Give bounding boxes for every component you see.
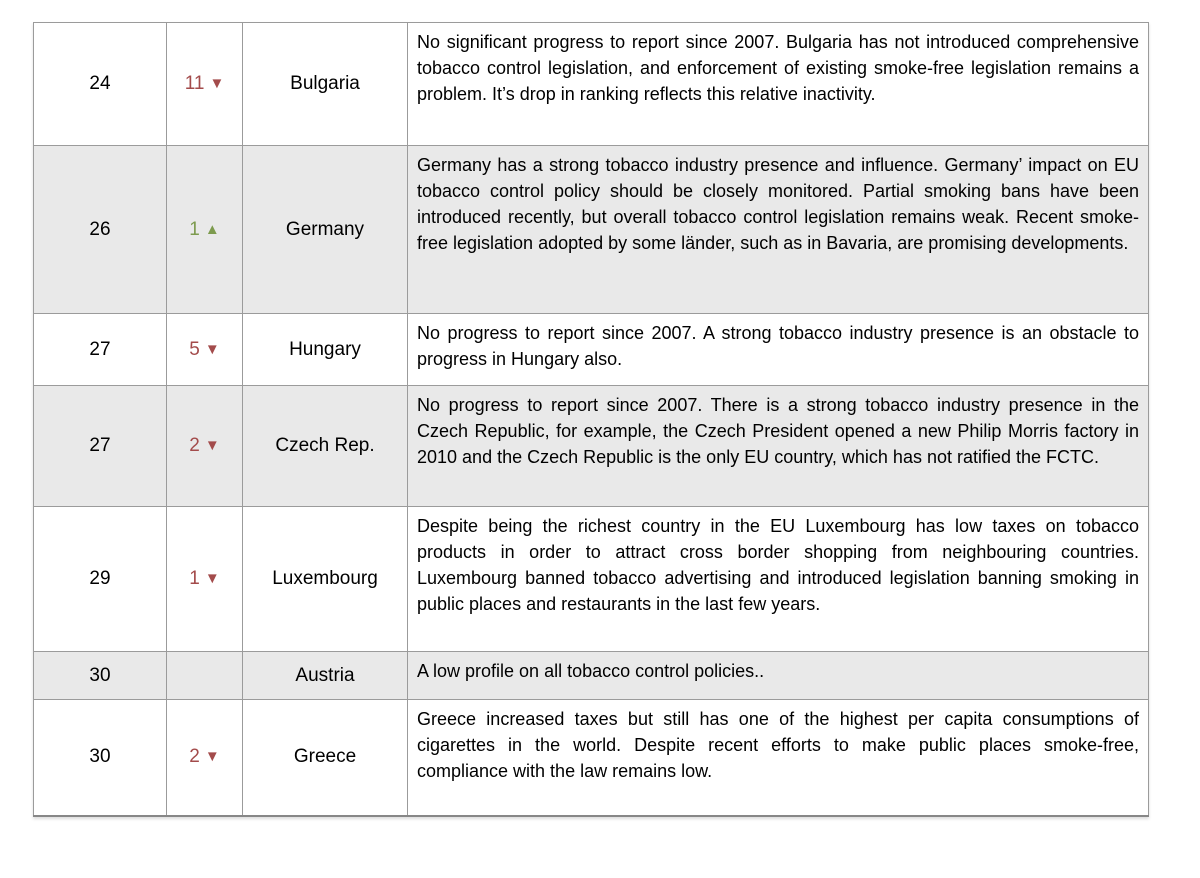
- description-cell: No progress to report since 2007. There …: [407, 385, 1149, 507]
- rank-cell: 30: [33, 651, 167, 700]
- table-row: 24 11 ▼ Bulgaria No significant progress …: [33, 22, 1149, 146]
- table-row: 30 Austria A low profile on all tobacco …: [33, 651, 1149, 700]
- rank-cell: 29: [33, 506, 167, 652]
- arrow-down-icon: ▼: [204, 437, 220, 454]
- change-cell: 1 ▲: [166, 145, 243, 314]
- change-value: 2: [189, 746, 200, 768]
- rank-cell: 27: [33, 385, 167, 507]
- description-cell: Greece increased taxes but still has one…: [407, 699, 1149, 816]
- arrow-down-icon: ▼: [204, 570, 220, 587]
- table-row: 29 1 ▼ Luxembourg Despite being the riche…: [33, 506, 1149, 652]
- change-value: 1: [189, 568, 200, 589]
- table-row: 30 2 ▼ Greece Greece increased taxes but …: [33, 699, 1149, 816]
- change-cell: 5 ▼: [166, 313, 243, 386]
- change-value: 2: [189, 435, 200, 456]
- change-cell: 2 ▼: [166, 699, 243, 816]
- rank-cell: 26: [33, 145, 167, 314]
- change-cell: 1 ▼: [166, 506, 243, 652]
- change-cell: [166, 651, 243, 700]
- description-cell: No significant progress to report since …: [407, 22, 1149, 146]
- country-cell: Bulgaria: [242, 22, 408, 146]
- country-cell: Czech Rep.: [242, 385, 408, 507]
- rank-cell: 30: [33, 699, 167, 816]
- country-cell: Greece: [242, 699, 408, 816]
- country-cell: Hungary: [242, 313, 408, 386]
- arrow-down-icon: ▼: [209, 75, 225, 92]
- country-ranking-table: 24 11 ▼ Bulgaria No significant progress …: [33, 22, 1149, 817]
- rank-cell: 24: [33, 22, 167, 146]
- description-cell: Germany has a strong tobacco industry pr…: [407, 145, 1149, 314]
- table-row: 27 5 ▼ Hungary No progress to report sinc…: [33, 313, 1149, 386]
- arrow-down-icon: ▼: [204, 748, 220, 766]
- description-cell: No progress to report since 2007. A stro…: [407, 313, 1149, 386]
- rank-cell: 27: [33, 313, 167, 386]
- change-cell: 2 ▼: [166, 385, 243, 507]
- change-value: 1: [189, 218, 200, 240]
- description-cell: A low profile on all tobacco control pol…: [407, 651, 1149, 700]
- change-cell: 11 ▼: [166, 22, 243, 146]
- change-value: 11: [184, 73, 205, 94]
- description-cell: Despite being the richest country in the…: [407, 506, 1149, 652]
- table-row: 27 2 ▼ Czech Rep. No progress to report s…: [33, 385, 1149, 507]
- change-value: 5: [189, 338, 200, 360]
- arrow-up-icon: ▲: [204, 220, 220, 238]
- country-cell: Austria: [242, 651, 408, 700]
- country-cell: Germany: [242, 145, 408, 314]
- arrow-down-icon: ▼: [204, 340, 220, 358]
- table-row: 26 1 ▲ Germany Germany has a strong tobac…: [33, 145, 1149, 314]
- country-cell: Luxembourg: [242, 506, 408, 652]
